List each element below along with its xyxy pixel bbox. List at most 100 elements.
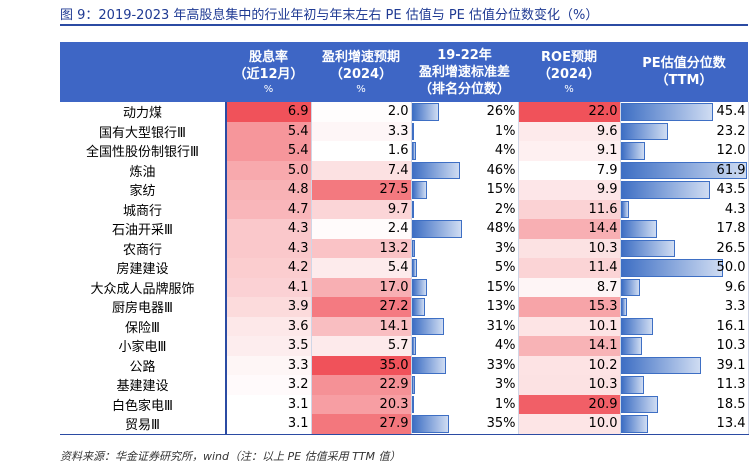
table-row: 小家电Ⅲ 3.5 5.7 4% 14.1 10.3: [60, 336, 749, 356]
cell-roe: 7.9: [518, 160, 621, 180]
header-roe-unit: %: [564, 83, 574, 95]
std-rank-bar: [411, 415, 449, 433]
header-growth-unit: %: [356, 83, 366, 95]
cell-roe: 11.4: [518, 258, 621, 278]
cell-dividend: 4.2: [226, 258, 312, 278]
table-row: 农商行 4.3 13.2 3% 10.3 26.5: [60, 238, 749, 258]
pe-percentile-value: 17.8: [716, 221, 746, 237]
cell-growth: 5.7: [311, 336, 412, 356]
cell-roe: 9.1: [518, 141, 621, 161]
header-std-sub2: （排名分位数）: [418, 81, 510, 97]
cell-std-rank: 2%: [411, 199, 519, 219]
cell-pe-percentile: 45.4: [620, 102, 749, 122]
cell-growth: 27.5: [311, 180, 412, 200]
cell-roe: 10.3: [518, 238, 621, 258]
table-row: 房建建设 4.2 5.4 5% 11.4 50.0: [60, 258, 749, 278]
table-row: 大众成人品牌服饰 4.1 17.0 15% 8.7 9.6: [60, 277, 749, 297]
cell-std-rank: 15%: [411, 277, 519, 297]
pe-percentile-value: 45.4: [716, 104, 746, 120]
std-rank-bar: [411, 376, 415, 394]
cell-roe: 11.6: [518, 199, 621, 219]
header-roe-sub: （2024）: [537, 66, 601, 82]
row-industry-name: 家纺: [60, 180, 227, 200]
cell-std-rank: 35%: [411, 414, 519, 435]
cell-pe-percentile: 13.4: [620, 414, 749, 435]
cell-std-rank: 4%: [411, 141, 519, 161]
title-divider: [60, 24, 748, 26]
pe-percentile-bar: [620, 103, 714, 121]
row-industry-name: 石油开采Ⅲ: [60, 219, 227, 239]
header-std-label: 19-22年: [437, 47, 492, 63]
header-pe-label: PE估值分位数: [642, 56, 726, 71]
header-roe: ROE预期 （2024） %: [518, 42, 620, 102]
std-rank-value: 46%: [486, 162, 516, 178]
pe-percentile-bar: [620, 278, 641, 296]
row-industry-name: 农商行: [60, 238, 227, 258]
cell-growth: 5.4: [311, 258, 412, 278]
table-row: 家纺 4.8 27.5 15% 9.9 43.5: [60, 180, 749, 200]
cell-roe: 22.0: [518, 102, 621, 122]
cell-pe-percentile: 61.9: [620, 160, 749, 180]
table-row: 白色家电Ⅲ 3.1 20.3 1% 20.9 18.5: [60, 394, 749, 414]
cell-roe: 20.9: [518, 394, 621, 414]
pe-percentile-value: 13.4: [716, 416, 746, 432]
header-dividend-label: 股息率: [248, 49, 288, 65]
std-rank-value: 33%: [486, 357, 516, 373]
row-industry-name: 炼油: [60, 160, 227, 180]
std-rank-value: 13%: [486, 299, 516, 315]
cell-dividend: 6.9: [226, 102, 312, 122]
header-pe-sub: （TTM）: [655, 73, 713, 88]
header-dividend-sub: （近12月）: [233, 66, 304, 82]
cell-growth: 14.1: [311, 316, 412, 336]
pe-percentile-bar: [620, 122, 669, 140]
cell-std-rank: 4%: [411, 336, 519, 356]
std-rank-bar: [411, 122, 414, 140]
table-row: 保险Ⅲ 3.6 14.1 31% 10.1 16.1: [60, 316, 749, 336]
table-row: 公路 3.3 35.0 33% 10.2 39.1: [60, 355, 749, 375]
table-row: 炼油 5.0 7.4 46% 7.9 61.9: [60, 160, 749, 180]
cell-pe-percentile: 4.3: [620, 199, 749, 219]
header-dividend: 股息率 （近12月） %: [226, 42, 311, 102]
header-pe: PE估值分位数 （TTM）: [620, 42, 748, 102]
std-rank-value: 3%: [494, 377, 516, 393]
cell-std-rank: 3%: [411, 238, 519, 258]
cell-pe-percentile: 17.8: [620, 219, 749, 239]
cell-std-rank: 46%: [411, 160, 519, 180]
std-rank-value: 3%: [494, 240, 516, 256]
std-rank-value: 15%: [486, 182, 516, 198]
cell-pe-percentile: 23.2: [620, 121, 749, 141]
std-rank-bar: [411, 278, 428, 296]
pe-percentile-bar: [620, 220, 657, 238]
table-row: 贸易Ⅲ 3.1 27.9 35% 10.0 13.4: [60, 414, 749, 435]
row-industry-name: 公路: [60, 355, 227, 375]
row-industry-name: 大众成人品牌服饰: [60, 277, 227, 297]
cell-std-rank: 13%: [411, 297, 519, 317]
cell-growth: 22.9: [311, 375, 412, 395]
cell-growth: 13.2: [311, 238, 412, 258]
figure-title: 图 9：2019-2023 年高股息集中的行业年初与年末左右 PE 估值与 PE…: [60, 8, 599, 23]
std-rank-bar: [411, 181, 428, 199]
pe-percentile-value: 11.3: [716, 377, 746, 393]
std-rank-value: 5%: [494, 260, 516, 276]
cell-dividend: 3.9: [226, 297, 312, 317]
std-rank-bar: [411, 142, 416, 160]
pe-percentile-bar: [620, 395, 659, 413]
std-rank-value: 31%: [486, 318, 516, 334]
cell-roe: 15.3: [518, 297, 621, 317]
pe-percentile-bar: [620, 298, 628, 316]
source-note: 资料来源：华金证券研究所，wind（注：以上 PE 估值采用 TTM 值）: [60, 450, 401, 463]
pe-percentile-bar: [620, 415, 648, 433]
pe-percentile-value: 61.9: [716, 162, 746, 178]
cell-dividend: 3.1: [226, 394, 312, 414]
pe-percentile-value: 26.5: [716, 240, 746, 256]
cell-roe: 14.4: [518, 219, 621, 239]
cell-pe-percentile: 26.5: [620, 238, 749, 258]
cell-pe-percentile: 12.0: [620, 141, 749, 161]
cell-growth: 3.3: [311, 121, 412, 141]
table-row: 全国性股份制银行Ⅲ 5.4 1.6 4% 9.1 12.0: [60, 141, 749, 161]
cell-roe: 9.9: [518, 180, 621, 200]
header-std: 19-22年 盈利增速标准差 （排名分位数）: [411, 42, 518, 102]
std-rank-bar: [411, 220, 463, 238]
std-rank-value: 26%: [486, 104, 516, 120]
pe-percentile-value: 43.5: [716, 182, 746, 198]
